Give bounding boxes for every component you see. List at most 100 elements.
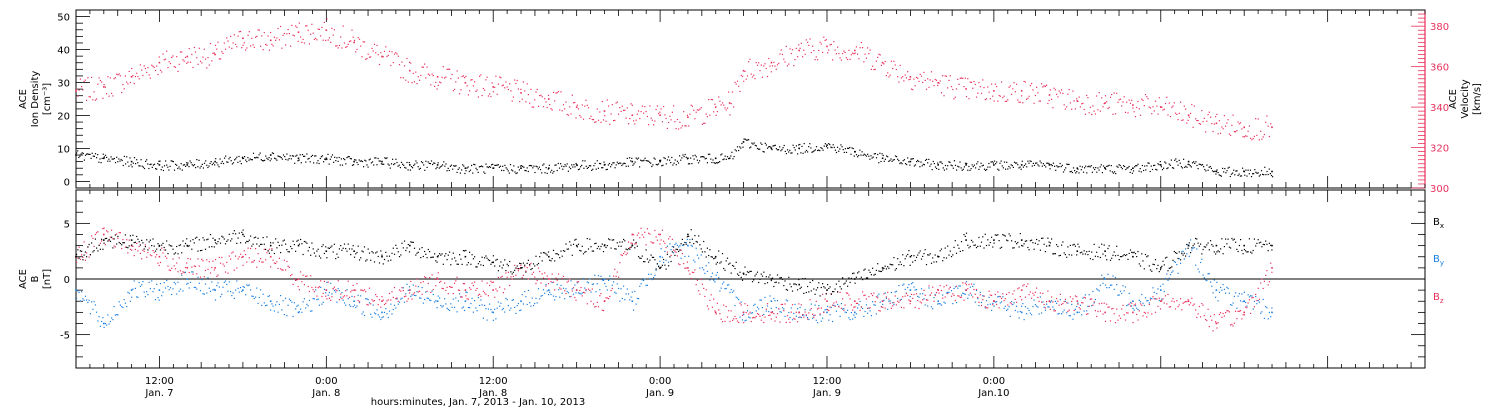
density-series-point (692, 155, 694, 157)
velocity-series-point (206, 67, 208, 69)
density-series-point (220, 162, 222, 164)
density-series-point (1108, 164, 1110, 166)
bz-series-point (616, 271, 618, 273)
velocity-series-point (487, 95, 489, 97)
by-series-point (1013, 302, 1015, 304)
density-series-point (837, 146, 839, 148)
by-series-point (188, 287, 190, 289)
density-series-point (1118, 164, 1120, 166)
density-series-point (1186, 166, 1188, 168)
velocity-series-point (721, 102, 724, 104)
bz-series-point (646, 228, 648, 230)
velocity-series-point (665, 117, 667, 119)
density-series-point (818, 149, 820, 151)
bx-series-point (435, 260, 437, 262)
bx-series-point (146, 239, 148, 241)
bx-series-point (84, 251, 86, 253)
bx-series-point (341, 249, 343, 251)
bz-series-point (660, 239, 662, 241)
velocity-series-point (679, 121, 681, 123)
velocity-series-point (839, 57, 841, 59)
by-series-point (378, 316, 381, 318)
bz-series-point (1256, 299, 1258, 302)
density-series-point (1211, 170, 1214, 172)
density-series-point (932, 160, 934, 163)
bx-series-point (196, 236, 198, 238)
bz-series-point (763, 321, 765, 324)
bz-series-point (829, 306, 831, 308)
velocity-series-point (708, 99, 710, 101)
bx-series-point (218, 238, 220, 240)
by-series-point (1094, 298, 1096, 301)
velocity-series-point (1027, 97, 1029, 99)
bz-series-point (1205, 318, 1207, 321)
by-series-point (253, 297, 255, 300)
velocity-series-point (867, 47, 869, 49)
bz-series-point (1228, 311, 1230, 313)
velocity-series-point (352, 36, 354, 38)
velocity-series-point (1228, 133, 1230, 135)
by-series-point (176, 293, 178, 295)
density-series-value (742, 141, 745, 143)
by-series-point (1176, 264, 1178, 266)
bz-series-point (373, 300, 376, 302)
bz-series-point (456, 276, 458, 278)
by-series-point (954, 286, 956, 288)
bz-series-point (754, 317, 756, 319)
bx-series-point (332, 251, 334, 253)
density-series-value (1243, 170, 1245, 173)
density-series-point (264, 159, 266, 161)
bx-series-point (238, 232, 240, 234)
by-series-point (104, 323, 106, 325)
bx-series-point (365, 260, 367, 262)
velocity-series-point (142, 74, 144, 77)
density-series-point (400, 161, 403, 163)
by-series-point (1133, 309, 1135, 311)
bz-series-point (1078, 307, 1080, 309)
by-series-point (482, 317, 484, 319)
velocity-series-point (584, 105, 586, 107)
density-series-value (909, 160, 912, 163)
bz-series-point (790, 311, 792, 313)
velocity-series-point (1188, 116, 1190, 118)
bz-series-point (1008, 292, 1010, 294)
bz-series-point (230, 258, 232, 260)
density-series-point (1270, 174, 1273, 177)
velocity-series-point (1102, 106, 1104, 108)
by-series-point (361, 313, 363, 315)
velocity-series-point (645, 110, 647, 113)
velocity-series-point (579, 114, 581, 117)
bz-series-point (818, 307, 820, 309)
by-series-point (800, 316, 802, 319)
by-series-point (549, 291, 551, 293)
velocity-series-point (776, 64, 779, 66)
density-series-point (733, 156, 735, 158)
by-series-point (666, 245, 668, 247)
bz-series-point (83, 241, 85, 243)
density-series-point (939, 161, 941, 163)
density-series-point (981, 165, 983, 167)
density-series-point (1250, 176, 1253, 178)
by-series-point (78, 291, 80, 293)
density-series-point (255, 157, 257, 159)
by-series-point (455, 297, 457, 299)
bz-series-point (940, 289, 943, 292)
bx-series-point (338, 248, 340, 250)
density-series-point (355, 159, 357, 161)
density-series-point (911, 158, 913, 160)
by-series-point (591, 283, 593, 285)
velocity-series-point (94, 99, 96, 101)
velocity-series-point (419, 79, 421, 81)
density-series-point (118, 158, 120, 160)
bz-series-point (1121, 308, 1123, 310)
bz-series-point (231, 252, 233, 254)
density-series-point (293, 155, 295, 157)
bz-series-point (634, 243, 636, 245)
velocity-series-point (863, 61, 865, 63)
by-series-point (1256, 303, 1258, 305)
density-series-point (136, 159, 138, 161)
density-series-point (1076, 171, 1078, 173)
bx-series-point (182, 240, 184, 242)
by-series-point (495, 318, 497, 320)
